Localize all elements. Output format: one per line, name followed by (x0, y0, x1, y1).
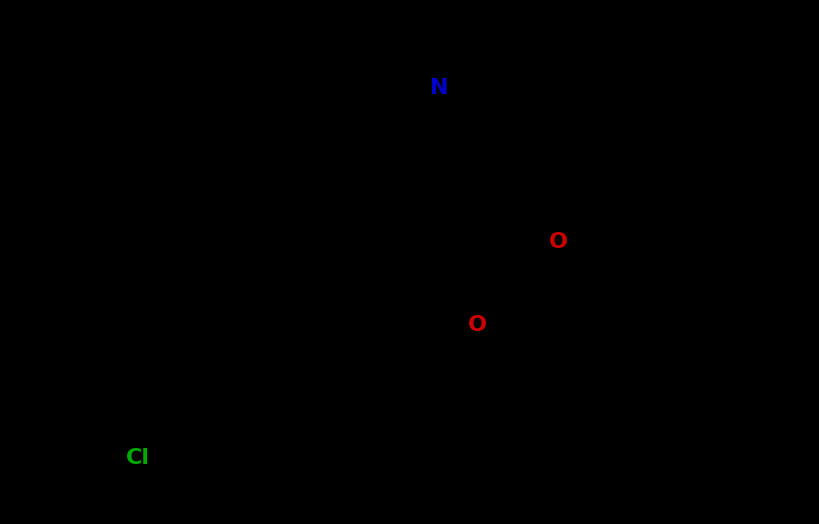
Text: Cl: Cl (125, 449, 150, 468)
Text: O: O (549, 232, 568, 252)
Text: O: O (468, 315, 487, 335)
Text: N: N (430, 78, 448, 97)
